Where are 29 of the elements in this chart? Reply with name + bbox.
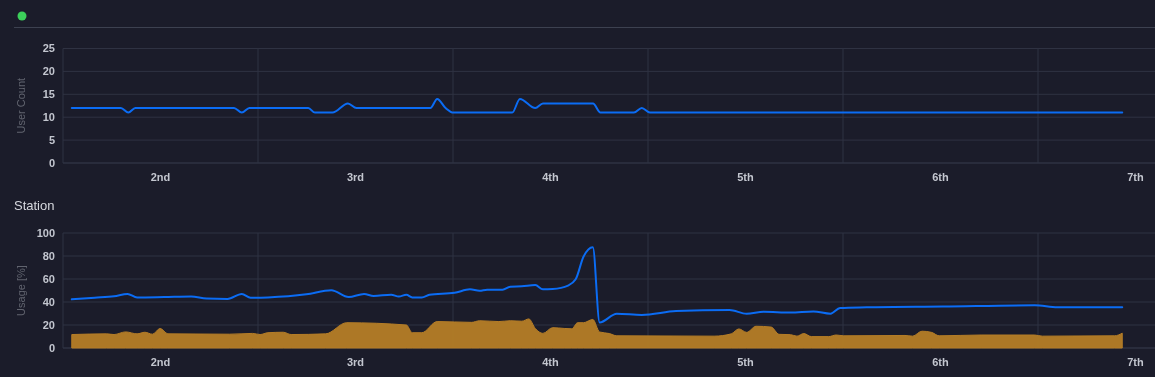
x-tick-label: 4th [542,356,560,368]
y-axis-title: User Count [15,77,27,134]
y-tick-label: 15 [42,88,55,101]
x-tick-label: 5th [737,356,755,368]
x-tick-label: 7th [1127,356,1145,368]
x-tick-label: 6th [932,356,950,368]
y-tick-label: 5 [48,133,55,146]
y-tick-label: 0 [48,341,55,354]
x-tick-label: 6th [932,171,950,183]
x-tick-label: 4th [542,171,560,183]
y-tick-label: 40 [42,295,55,308]
x-tick-label: 3rd [346,356,365,368]
x-tick-label: 5th [737,171,755,183]
y-tick-label: 100 [36,226,55,239]
y-tick-label: 0 [48,156,55,169]
y-tick-label: 10 [42,111,55,124]
x-tick-label: 2nd [150,356,171,368]
line-series [70,97,1124,114]
y-tick-label: 20 [42,318,55,331]
x-tick-label: 7th [1127,171,1145,183]
y-tick-label: 80 [42,249,55,262]
chart-title: Station [14,198,55,213]
y-tick-label: 25 [42,42,55,55]
x-tick-label: 2nd [150,171,171,183]
line-series [70,246,1124,324]
y-tick-label: 60 [42,272,55,285]
x-tick-label: 3rd [346,171,365,183]
y-tick-label: 20 [42,65,55,78]
y-axis-title: Usage [%] [15,265,27,316]
